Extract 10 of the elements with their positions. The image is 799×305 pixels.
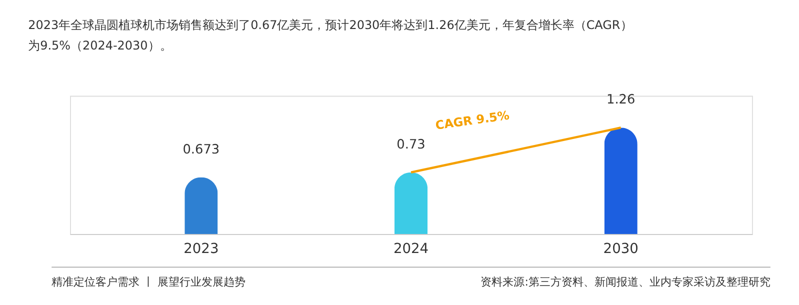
data-label: 0.673	[182, 142, 220, 158]
x-tick-label: 2023	[184, 240, 219, 257]
data-label: 0.73	[396, 137, 426, 152]
text: 精准定位客户需求 丨 展望行业发展趋势	[52, 276, 246, 289]
data-label: 1.26	[606, 92, 636, 108]
x-tick-label: 2024	[393, 240, 429, 257]
x-tick-label: 2030	[603, 240, 638, 257]
chart-title: 2023年全球晶圆植球机市场销售额达到了0.67亿美元，预计2030年将达到1.26亿美元，年复合增长率（CAGR）为9.5%（2024-2030）。	[28, 18, 632, 52]
annotation: CAGR 9.5%	[434, 108, 510, 132]
text: 资料来源:第三方资料、新闻报道、业内专家采访及整理研究	[480, 276, 770, 289]
